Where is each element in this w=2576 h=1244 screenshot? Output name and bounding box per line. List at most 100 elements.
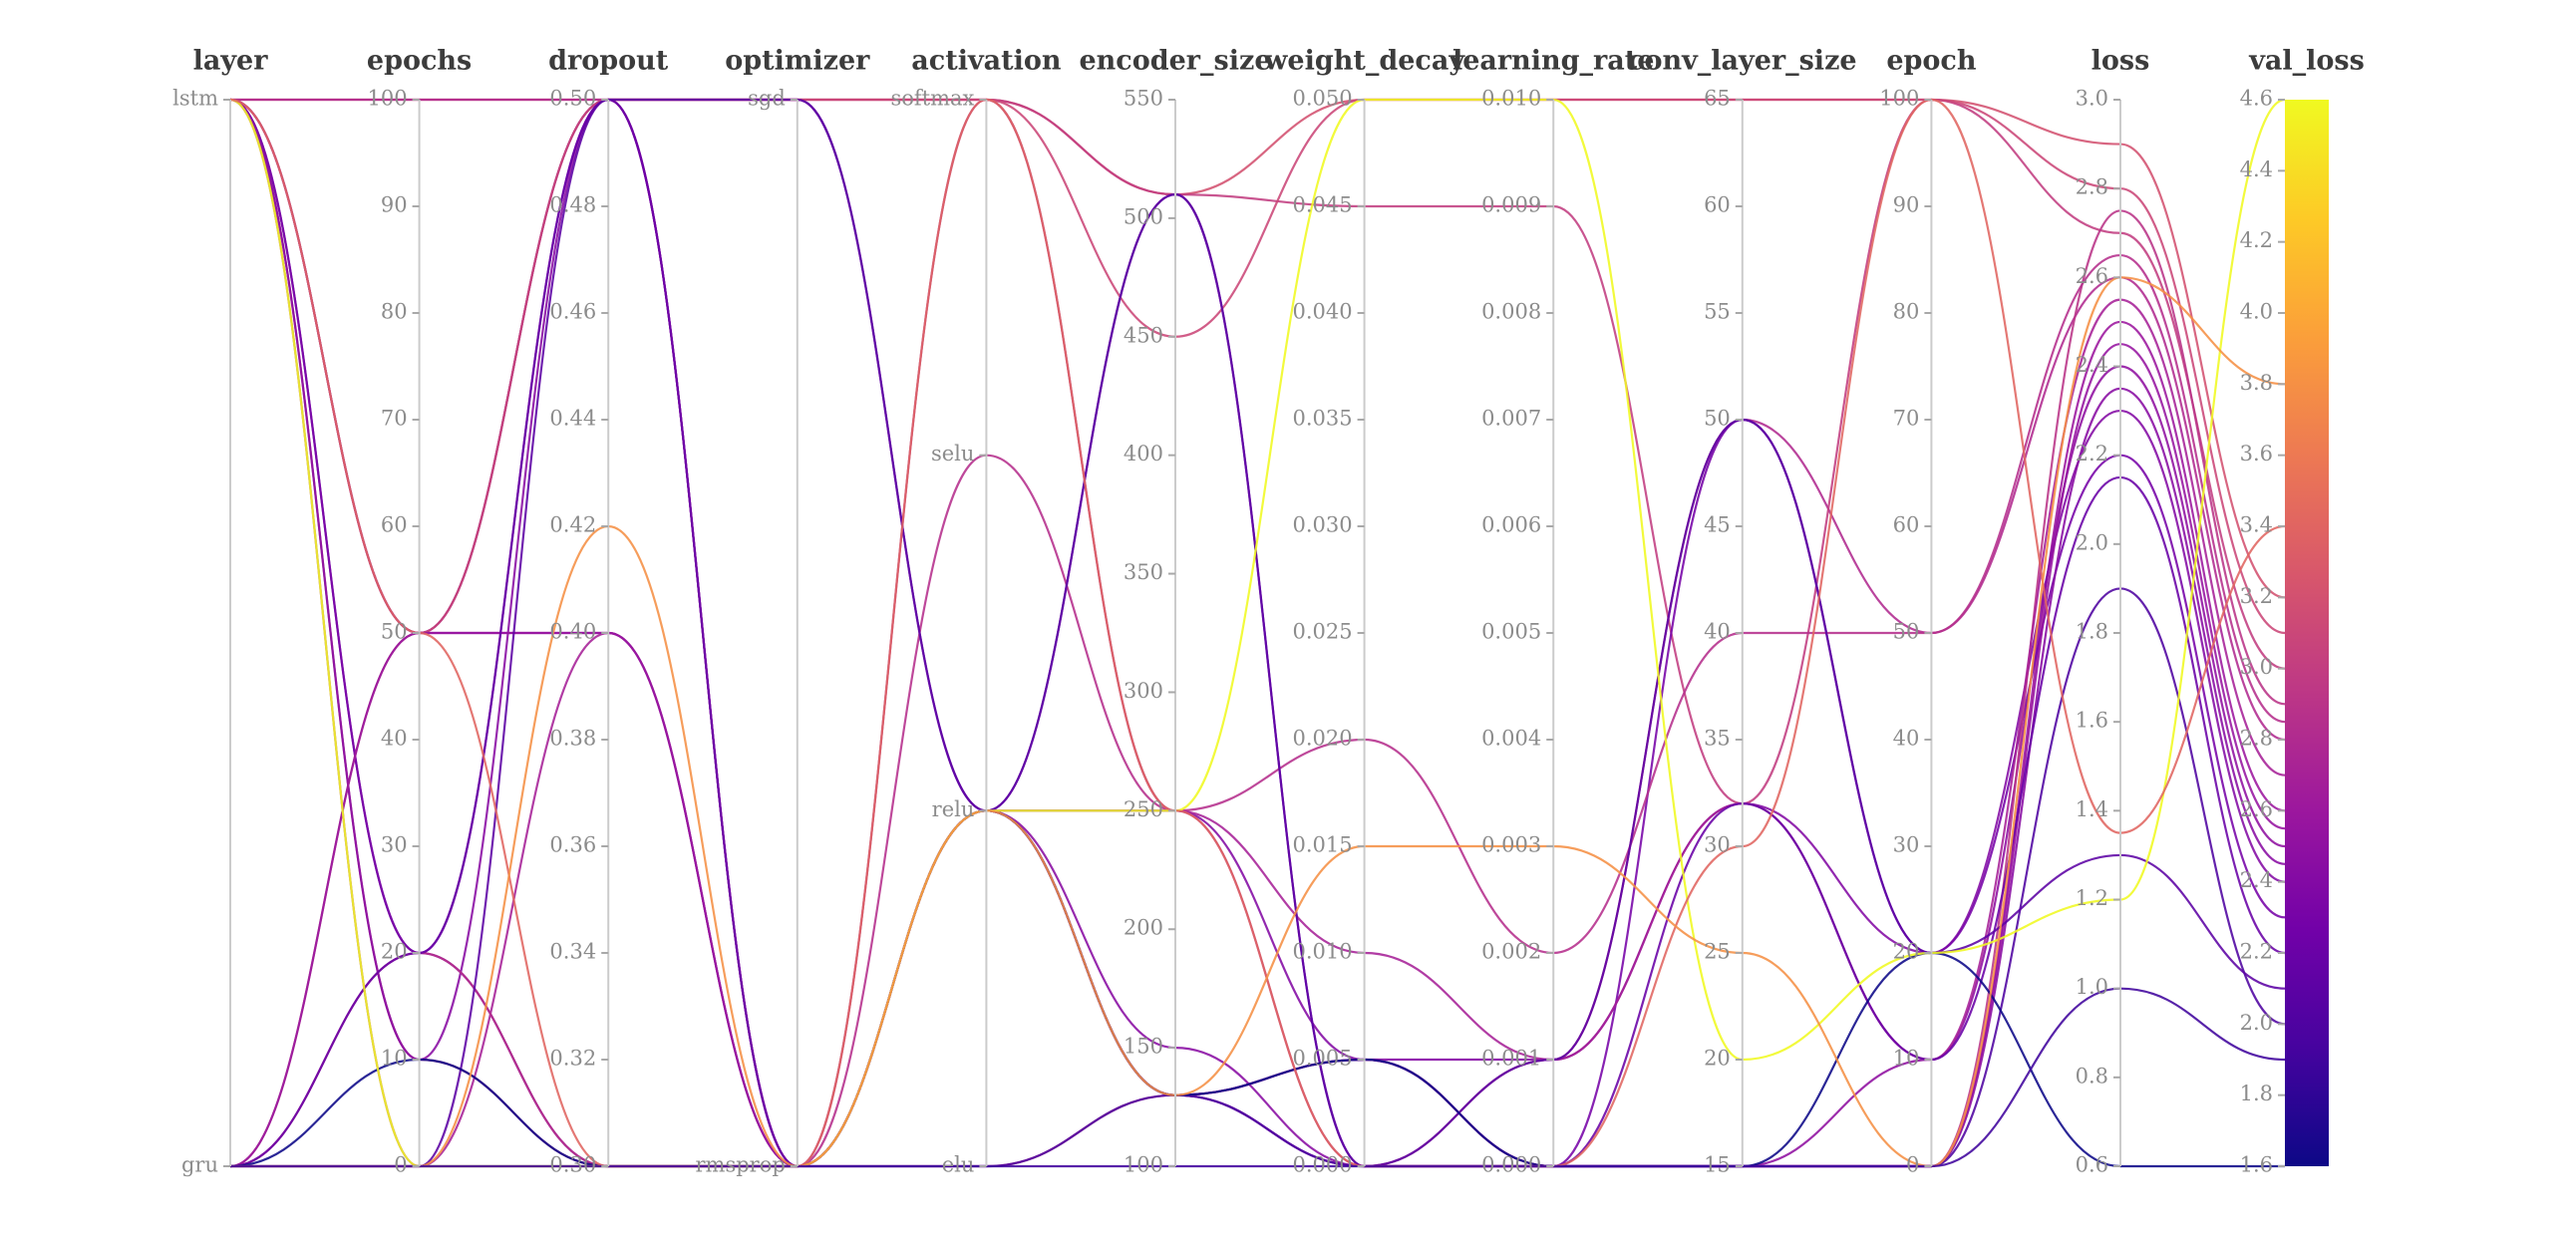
tick-label: 90 (381, 193, 408, 217)
tick-label: 1.8 (2076, 620, 2108, 644)
tick-label: 40 (1704, 620, 1731, 644)
tick-label: 60 (1704, 193, 1731, 217)
axis-title: conv_layer_size (1628, 46, 1857, 77)
tick-label: 80 (381, 300, 408, 324)
tick-label: 10 (381, 1047, 408, 1071)
tick-label: 0.005 (1292, 1047, 1352, 1071)
tick-label: 2.4 (2076, 353, 2108, 377)
tick-label: 0.000 (1481, 1153, 1541, 1177)
tick-label: 50 (381, 620, 408, 644)
run-line (230, 98, 2286, 1168)
axis-epoch: epoch 0 10 20 30 40 50 60 70 80 90 100 (1879, 46, 1977, 1177)
tick-label: 90 (1893, 193, 1920, 217)
tick-label: 450 (1124, 323, 1163, 347)
tick-label: 2.2 (2076, 442, 2108, 466)
tick-label: 0 (394, 1153, 407, 1177)
axis-epochs: epochs 0 10 20 30 40 50 60 70 80 90 100 (367, 46, 472, 1177)
colorbar-tick-label: 4.0 (2240, 300, 2273, 324)
tick-label: 400 (1124, 442, 1163, 466)
axis-title: loss (2092, 46, 2150, 77)
run-line (229, 98, 2286, 1168)
colorbar-tick-label: 3.2 (2240, 584, 2273, 608)
colorbar-tick-label: 2.8 (2240, 727, 2273, 751)
axis-optimizer: optimizer rmsprop sgd (696, 46, 871, 1177)
colorbar-tick-label: 3.6 (2240, 442, 2273, 466)
tick-label: 0.38 (549, 727, 596, 751)
tick-label: 30 (1893, 833, 1920, 857)
axis-title: activation (911, 46, 1062, 77)
tick-label: 0.025 (1292, 620, 1352, 644)
tick-label: relu (932, 797, 975, 821)
tick-label: 70 (1893, 407, 1920, 431)
tick-label: 65 (1704, 87, 1731, 111)
colorbar-tick-label: 4.6 (2240, 87, 2273, 111)
run-line (229, 98, 2286, 1168)
axis-loss: loss 0.6 0.8 1.0 1.2 1.4 1.6 1.8 2.0 2.2 2.4 2.6 2.8… (2076, 46, 2150, 1177)
tick-label: 50 (1704, 407, 1731, 431)
colorbar-tick-label: 2.0 (2240, 1011, 2273, 1035)
tick-label: rmsprop (696, 1153, 786, 1177)
tick-label: 20 (1704, 1047, 1731, 1071)
colorbar-tick-label: 2.2 (2240, 940, 2273, 964)
tick-label: 0.32 (549, 1047, 596, 1071)
tick-label: 0.004 (1481, 727, 1541, 751)
tick-label: 0.002 (1481, 940, 1541, 964)
tick-label: 1.4 (2076, 797, 2108, 821)
tick-label: 0.34 (549, 940, 596, 964)
tick-label: 40 (1893, 727, 1920, 751)
tick-label: 1.2 (2076, 886, 2108, 910)
tick-label: sgd (748, 87, 786, 111)
run-line (229, 253, 2286, 1168)
tick-label: elu (942, 1153, 975, 1177)
tick-label: 550 (1124, 87, 1163, 111)
colorbar-tick-label: 3.4 (2240, 513, 2273, 537)
axis-encoder_size: encoder_size 100 150 200 250 300 350 400 450 500 5… (1079, 46, 1271, 1177)
tick-label: 70 (381, 407, 408, 431)
tick-label: 0.001 (1481, 1047, 1541, 1071)
tick-label: 0.040 (1292, 300, 1352, 324)
tick-label: 350 (1124, 560, 1163, 584)
tick-label: 0.010 (1481, 87, 1541, 111)
tick-label: 20 (1893, 940, 1920, 964)
tick-label: 20 (381, 940, 408, 964)
axis-dropout: dropout 0.30 0.32 0.34 0.36 0.38 0.40 0.42 0.44 0… (548, 46, 669, 1177)
run-line (229, 98, 2286, 1168)
tick-label: 0.020 (1292, 727, 1352, 751)
tick-label: 0.42 (549, 513, 596, 537)
tick-label: 300 (1124, 679, 1163, 703)
tick-label: 1.6 (2076, 709, 2108, 733)
tick-label: 35 (1704, 727, 1731, 751)
tick-label: 0.050 (1292, 87, 1352, 111)
axis-title: layer (193, 46, 269, 77)
tick-label: 40 (381, 727, 408, 751)
tick-label: 2.6 (2076, 264, 2108, 288)
tick-label: 500 (1124, 204, 1163, 228)
axis-title: encoder_size (1079, 46, 1271, 77)
axis-weight_decay: weight_decay 0.000 0.005 0.010 0.015 0.020 0.0… (1263, 46, 1465, 1177)
tick-label: 15 (1704, 1153, 1731, 1177)
axis-title: optimizer (725, 46, 870, 77)
tick-label: 3.0 (2076, 87, 2108, 111)
colorbar-gradient (2285, 100, 2329, 1166)
tick-label: 30 (1704, 833, 1731, 857)
tick-label: 0.6 (2076, 1153, 2108, 1177)
colorbar-tick-label: 3.8 (2240, 371, 2273, 395)
tick-label: 200 (1124, 916, 1163, 940)
colorbar-tick-label: 3.0 (2240, 655, 2273, 679)
tick-label: 0.46 (549, 300, 596, 324)
colorbar-tick-label: 4.4 (2240, 157, 2273, 181)
tick-label: 0.035 (1292, 407, 1352, 431)
axis-title: weight_decay (1263, 46, 1465, 77)
tick-label: 0.000 (1292, 1153, 1352, 1177)
tick-label: 0.50 (549, 87, 596, 111)
run-line (230, 987, 2286, 1168)
tick-label: 60 (1893, 513, 1920, 537)
tick-label: 45 (1704, 513, 1731, 537)
tick-label: 150 (1124, 1035, 1163, 1059)
tick-label: 55 (1704, 300, 1731, 324)
tick-label: 0.007 (1481, 407, 1541, 431)
tick-label: 80 (1893, 300, 1920, 324)
axis-title: dropout (548, 46, 669, 77)
